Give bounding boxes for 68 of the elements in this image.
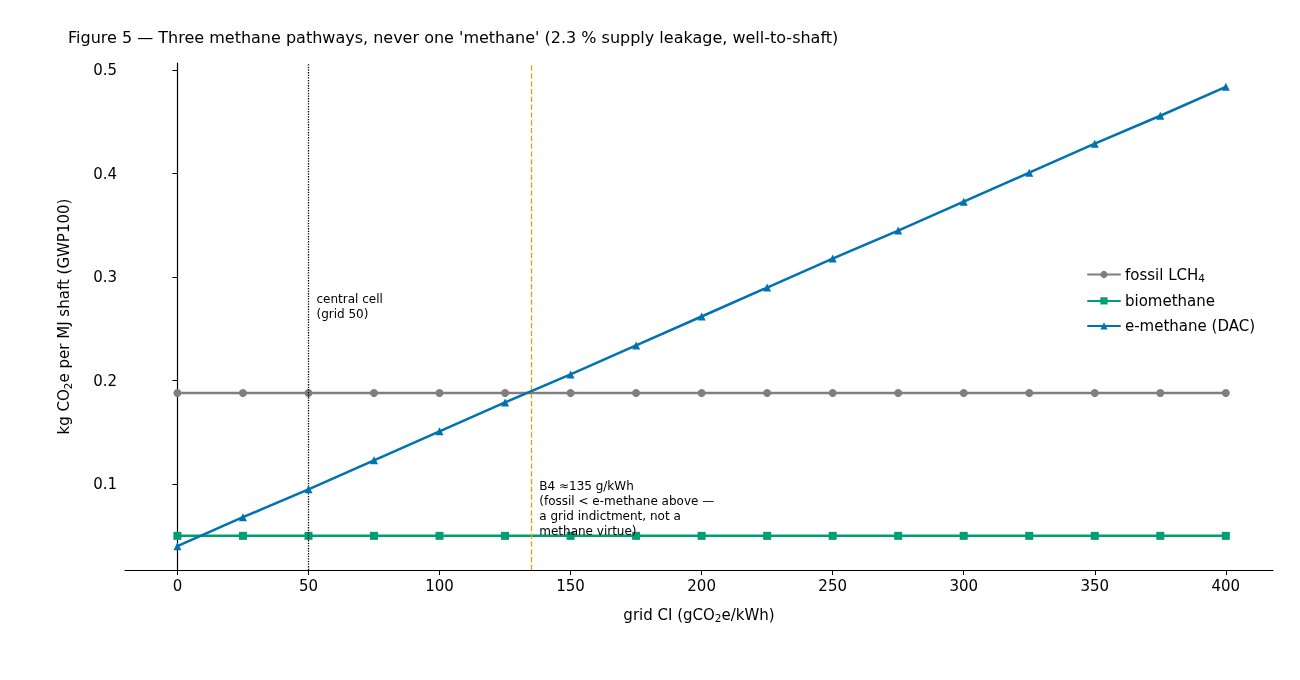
point bbox=[566, 389, 575, 398]
x-tick-label: 300 bbox=[949, 576, 979, 595]
point bbox=[501, 398, 510, 407]
point bbox=[828, 254, 837, 263]
point bbox=[763, 389, 772, 398]
y-tick-label: 0.4 bbox=[93, 164, 117, 183]
point bbox=[894, 226, 903, 235]
ref-line-label: central cell (grid 50) bbox=[316, 291, 383, 321]
point bbox=[1221, 531, 1230, 540]
point bbox=[1156, 531, 1165, 540]
point bbox=[435, 389, 444, 398]
point bbox=[370, 389, 378, 398]
x-tick-label: 400 bbox=[1211, 576, 1241, 595]
point bbox=[1156, 389, 1165, 398]
legend-label: e-methane (DAC) bbox=[1124, 316, 1255, 335]
point bbox=[894, 531, 903, 540]
x-tick-label: 0 bbox=[172, 576, 183, 595]
y-tick-label: 0.3 bbox=[93, 268, 117, 287]
point bbox=[238, 531, 247, 540]
y-axis-title: kg CO2e per MJ shaft (GWP100) bbox=[55, 198, 74, 435]
point bbox=[370, 456, 378, 465]
point bbox=[1221, 389, 1230, 398]
x-tick-label: 200 bbox=[687, 576, 716, 595]
point bbox=[501, 531, 510, 540]
x-tick-label: 250 bbox=[818, 576, 847, 595]
point bbox=[959, 389, 968, 398]
point bbox=[238, 389, 247, 398]
chart-title: Figure 5 — Three methane pathways, never one 'methane' (2.3 % supply leakage, well-to-shaft) bbox=[68, 27, 839, 47]
point bbox=[173, 531, 182, 540]
point bbox=[959, 531, 968, 540]
y-tick-label: 0.5 bbox=[93, 61, 117, 80]
point bbox=[173, 389, 182, 398]
x-tick-label: 100 bbox=[425, 576, 454, 595]
x-tick-label: 350 bbox=[1080, 576, 1110, 595]
point bbox=[959, 197, 968, 206]
point bbox=[697, 312, 706, 321]
x-tick-label: 150 bbox=[556, 576, 585, 595]
point bbox=[632, 389, 641, 398]
point bbox=[828, 389, 837, 398]
point bbox=[304, 531, 313, 540]
point bbox=[1156, 111, 1165, 120]
point bbox=[173, 542, 182, 551]
y-tick-label: 0.1 bbox=[93, 475, 117, 494]
point bbox=[435, 531, 444, 540]
point bbox=[304, 485, 313, 494]
x-tick-label: 50 bbox=[298, 576, 319, 595]
point bbox=[238, 513, 247, 522]
point bbox=[763, 531, 772, 540]
point bbox=[501, 389, 510, 398]
point bbox=[1025, 168, 1034, 177]
point bbox=[697, 531, 706, 540]
point bbox=[1090, 389, 1099, 398]
ref-line-label: B4 ≈135 g/kWh (fossil < e-methane above — a grid indictment, not a methane virtue) bbox=[539, 479, 715, 539]
point bbox=[828, 531, 837, 540]
point bbox=[763, 283, 772, 292]
point bbox=[1090, 531, 1099, 540]
point bbox=[894, 389, 903, 398]
x-axis-title: grid CI (gCO2e/kWh) bbox=[623, 605, 775, 625]
y-tick-label: 0.2 bbox=[93, 371, 117, 390]
point bbox=[1025, 389, 1034, 398]
point bbox=[1221, 82, 1230, 91]
legend-label: biomethane bbox=[1124, 291, 1215, 310]
legend-label: fossil LCH4 bbox=[1124, 265, 1206, 284]
point bbox=[1090, 139, 1099, 148]
point bbox=[1025, 531, 1034, 540]
point bbox=[697, 389, 706, 398]
point bbox=[435, 427, 444, 436]
point bbox=[370, 531, 378, 540]
